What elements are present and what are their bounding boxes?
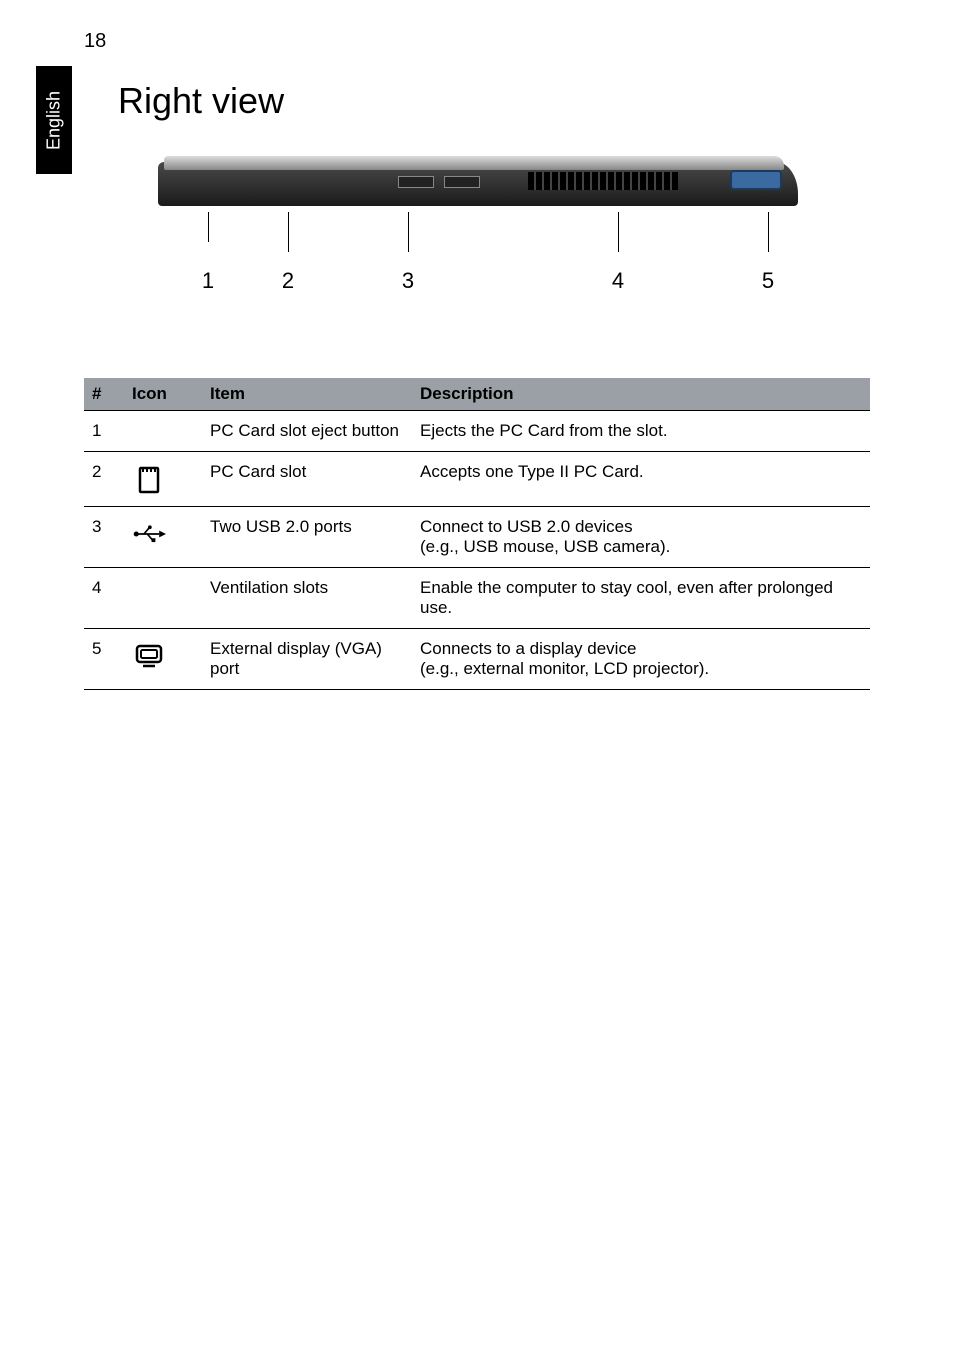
callout-number: 5 — [762, 268, 774, 294]
pc-card-icon — [124, 452, 202, 507]
col-desc: Description — [412, 378, 870, 411]
table-row: 2 PC Card slotAccepts one Type II PC Card… — [84, 452, 870, 507]
callout-line — [408, 212, 409, 252]
language-tab: English — [36, 66, 72, 174]
row-number: 1 — [84, 411, 124, 452]
col-item: Item — [202, 378, 412, 411]
none-icon — [124, 411, 202, 452]
row-description: Connect to USB 2.0 devices (e.g., USB mo… — [412, 507, 870, 568]
row-number: 5 — [84, 629, 124, 690]
col-icon: Icon — [124, 378, 202, 411]
row-number: 3 — [84, 507, 124, 568]
section-heading: Right view — [118, 80, 284, 122]
table-body: 1 PC Card slot eject buttonEjects the PC … — [84, 411, 870, 690]
none-icon — [124, 568, 202, 629]
row-description: Ejects the PC Card from the slot. — [412, 411, 870, 452]
page-number: 18 — [84, 30, 106, 53]
figure-callouts: 1 2 3 4 5 — [158, 250, 798, 310]
callout-number: 1 — [202, 268, 214, 294]
usb-icon — [124, 507, 202, 568]
callout-number: 2 — [282, 268, 294, 294]
row-number: 2 — [84, 452, 124, 507]
table-row: 5 External display (VGA) portConnects to … — [84, 629, 870, 690]
ventilation-slot-graphic — [528, 172, 678, 190]
right-view-figure: 1 2 3 4 5 — [118, 150, 838, 330]
table-row: 3 Two USB 2.0 portsConnect to USB 2.0 dev… — [84, 507, 870, 568]
row-description: Connects to a display device (e.g., exte… — [412, 629, 870, 690]
monitor-icon — [124, 629, 202, 690]
row-item: Ventilation slots — [202, 568, 412, 629]
usb-ports-graphic — [398, 176, 488, 190]
callout-line — [288, 212, 289, 252]
callout-line — [208, 212, 209, 242]
laptop-lid-edge — [164, 156, 784, 170]
laptop-side-illustration — [158, 150, 798, 222]
table-row: 1 PC Card slot eject buttonEjects the PC … — [84, 411, 870, 452]
callout-line — [618, 212, 619, 252]
table-row: 4 Ventilation slotsEnable the computer to… — [84, 568, 870, 629]
row-description: Enable the computer to stay cool, even a… — [412, 568, 870, 629]
col-num: # — [84, 378, 124, 411]
row-item: Two USB 2.0 ports — [202, 507, 412, 568]
row-item: PC Card slot eject button — [202, 411, 412, 452]
usb-port-graphic — [398, 176, 434, 188]
row-description: Accepts one Type II PC Card. — [412, 452, 870, 507]
callout-line — [768, 212, 769, 252]
callout-number: 4 — [612, 268, 624, 294]
callout-number: 3 — [402, 268, 414, 294]
row-number: 4 — [84, 568, 124, 629]
table-header-row: # Icon Item Description — [84, 378, 870, 411]
row-item: PC Card slot — [202, 452, 412, 507]
usb-port-graphic — [444, 176, 480, 188]
ports-table: # Icon Item Description 1 PC Card slot ej… — [84, 378, 870, 690]
row-item: External display (VGA) port — [202, 629, 412, 690]
vga-port-graphic — [730, 170, 782, 190]
